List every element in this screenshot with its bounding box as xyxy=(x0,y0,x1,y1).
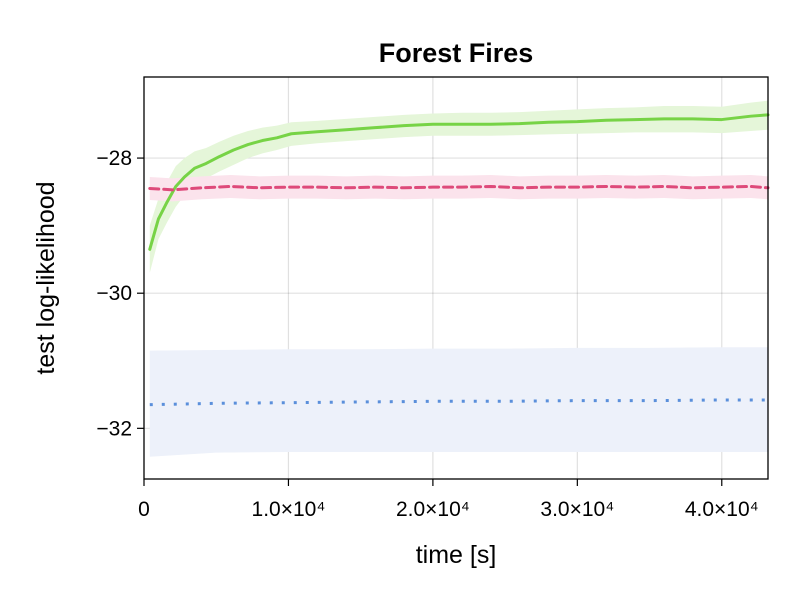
series-1-line xyxy=(148,184,770,192)
confidence-bands xyxy=(149,100,768,457)
y-axis: −28 −30 −32 xyxy=(96,147,144,440)
x-tick-label: 2.0×10⁴ xyxy=(396,498,470,521)
x-tick-label: 4.0×10⁴ xyxy=(685,498,759,521)
series-0-line xyxy=(148,113,770,251)
series-0-band xyxy=(149,100,768,273)
series-2-band xyxy=(149,347,768,457)
x-tick-label: 0 xyxy=(138,498,150,521)
chart-title: Forest Fires xyxy=(379,38,534,68)
y-tick-label: −32 xyxy=(96,417,132,440)
y-tick-label: −28 xyxy=(96,147,132,170)
x-tick-label: 3.0×10⁴ xyxy=(540,498,614,521)
x-axis-label: time [s] xyxy=(416,541,497,569)
series-lines xyxy=(148,113,770,407)
y-axis-label: test log-likelihood xyxy=(32,181,60,374)
x-axis: 0 1.0×10⁴ 2.0×10⁴ 3.0×10⁴ 4.0×10⁴ xyxy=(138,479,759,521)
y-tick-label: −30 xyxy=(96,282,132,305)
plot-frame xyxy=(143,76,769,480)
x-tick-label: 1.0×10⁴ xyxy=(252,498,326,521)
